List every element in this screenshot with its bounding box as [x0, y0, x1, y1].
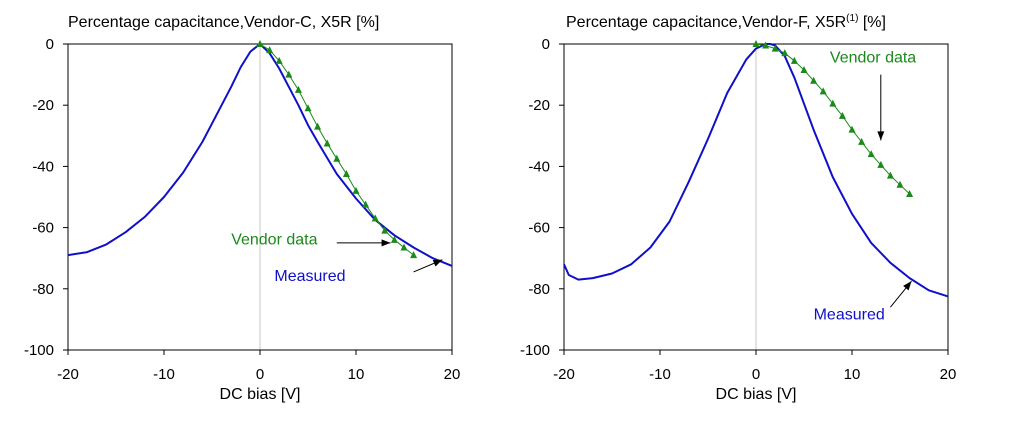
y-tick-label: -60 [32, 220, 54, 237]
data-point-vendor-data [906, 189, 914, 197]
chart-title-suffix: [%] [858, 14, 886, 31]
data-point-vendor-data [352, 186, 360, 194]
data-point-vendor-data [896, 180, 904, 188]
data-point-vendor-data [285, 70, 293, 78]
chart-title-main: Percentage capacitance,Vendor-C, X5R [%] [68, 14, 379, 31]
x-tick-label: -10 [649, 366, 671, 383]
x-axis-label: DC bias [V] [716, 386, 797, 403]
data-point-vendor-data [762, 41, 770, 49]
data-point-vendor-data [829, 99, 837, 107]
x-tick-label: 0 [752, 366, 760, 383]
data-point-vendor-data [294, 85, 302, 93]
y-tick-label: -20 [528, 97, 550, 114]
annotation-arrowhead-vendor-data [381, 239, 391, 247]
data-point-vendor-data [256, 40, 264, 47]
y-tick-label: -80 [32, 281, 54, 298]
y-tick-label: -20 [32, 97, 54, 114]
data-point-vendor-data [381, 226, 389, 234]
data-point-vendor-data [362, 200, 370, 208]
x-tick-label: 10 [348, 366, 365, 383]
data-point-vendor-data [371, 214, 379, 222]
data-point-vendor-data [877, 160, 885, 168]
data-point-vendor-data [790, 56, 798, 64]
chart-vendor-f: Percentage capacitance,Vendor-F, X5R(1) … [520, 13, 956, 403]
data-point-vendor-data [400, 243, 408, 251]
x-tick-label: -20 [57, 366, 79, 383]
y-tick-label: -60 [528, 220, 550, 237]
y-tick-label: 0 [542, 36, 550, 53]
chart-title-superscript: (1) [846, 13, 858, 24]
data-point-vendor-data [410, 251, 418, 259]
y-tick-label: 0 [46, 36, 54, 53]
y-tick-label: -40 [528, 158, 550, 175]
annotation-vendor-data: Vendor data [830, 49, 916, 66]
data-point-vendor-data [323, 139, 331, 147]
data-point-vendor-data [333, 154, 341, 162]
x-tick-label: 20 [940, 366, 957, 383]
data-point-vendor-data [858, 137, 866, 145]
data-point-vendor-data [771, 44, 779, 52]
data-point-vendor-data [781, 49, 789, 57]
data-point-vendor-data [867, 150, 875, 158]
data-point-vendor-data [752, 40, 760, 47]
data-point-vendor-data [275, 56, 283, 64]
x-tick-label: 20 [444, 366, 461, 383]
series-line-measured [67, 43, 453, 267]
data-point-vendor-data [886, 171, 894, 179]
data-point-vendor-data [838, 111, 846, 119]
chart-vendor-c: Percentage capacitance,Vendor-C, X5R [%]… [24, 14, 460, 403]
data-point-vendor-data [819, 87, 827, 95]
data-point-vendor-data [304, 104, 312, 112]
chart-title: Percentage capacitance,Vendor-C, X5R [%] [68, 14, 379, 31]
data-point-vendor-data [266, 46, 274, 54]
series-line-vendor-data [755, 43, 910, 195]
y-tick-label: -100 [520, 342, 550, 359]
y-tick-label: -80 [528, 281, 550, 298]
data-point-vendor-data [800, 66, 808, 74]
annotation-arrowhead-vendor-data [877, 131, 885, 141]
x-axis-label: DC bias [V] [220, 386, 301, 403]
data-point-vendor-data [390, 235, 398, 243]
data-point-vendor-data [848, 125, 856, 133]
y-tick-label: -100 [24, 342, 54, 359]
annotation-measured: Measured [274, 268, 345, 285]
x-tick-label: 10 [844, 366, 861, 383]
annotation-measured: Measured [814, 306, 885, 323]
chart-title: Percentage capacitance,Vendor-F, X5R(1) … [566, 13, 886, 31]
chart-title-main: Percentage capacitance,Vendor-F, X5R [566, 14, 846, 31]
x-tick-label: -20 [553, 366, 575, 383]
y-tick-label: -40 [32, 158, 54, 175]
annotation-vendor-data: Vendor data [231, 231, 317, 248]
annotation-arrowhead-measured [903, 281, 912, 291]
annotation-arrowhead-measured [432, 259, 443, 267]
data-point-vendor-data [342, 170, 350, 178]
series-line-measured [563, 43, 949, 298]
x-tick-label: 0 [256, 366, 264, 383]
x-tick-label: -10 [153, 366, 175, 383]
data-point-vendor-data [810, 76, 818, 84]
data-point-vendor-data [314, 122, 322, 130]
